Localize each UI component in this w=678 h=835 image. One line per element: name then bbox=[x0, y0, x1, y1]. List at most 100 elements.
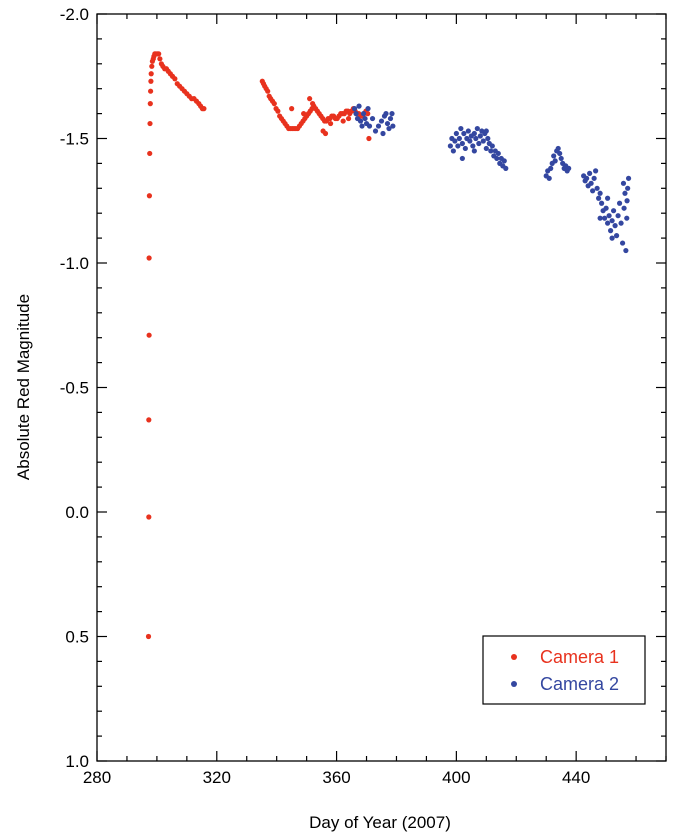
data-point bbox=[625, 185, 631, 191]
data-point bbox=[146, 255, 152, 261]
data-point bbox=[390, 123, 396, 129]
data-point bbox=[145, 633, 152, 640]
data-point bbox=[362, 115, 368, 122]
data-point bbox=[619, 240, 626, 246]
legend: Camera 1 Camera 2 bbox=[482, 635, 646, 705]
data-point bbox=[360, 111, 367, 117]
data-point bbox=[503, 165, 509, 171]
data-point bbox=[594, 185, 600, 191]
data-point bbox=[356, 103, 362, 109]
x-tick-label: 320 bbox=[203, 768, 231, 787]
data-point bbox=[387, 115, 394, 122]
data-point bbox=[147, 120, 153, 127]
y-tick-label: 0.5 bbox=[65, 628, 89, 647]
x-tick-label: 280 bbox=[83, 768, 111, 787]
data-point bbox=[471, 130, 477, 137]
data-point bbox=[610, 208, 617, 214]
data-point bbox=[351, 106, 358, 112]
data-point bbox=[622, 190, 628, 196]
data-point bbox=[147, 101, 153, 107]
data-point bbox=[450, 148, 456, 154]
y-axis: -2.0 -1.5 -1.0 -0.5 0.0 0.5 1.0 bbox=[60, 5, 666, 771]
data-point bbox=[148, 78, 154, 84]
data-point bbox=[494, 155, 500, 162]
data-points bbox=[145, 51, 632, 640]
data-point bbox=[501, 158, 507, 164]
data-point bbox=[591, 175, 597, 181]
data-point bbox=[366, 135, 372, 142]
data-point bbox=[566, 165, 572, 171]
data-point bbox=[462, 145, 468, 152]
data-point bbox=[606, 213, 612, 219]
data-point bbox=[603, 205, 609, 211]
data-point bbox=[455, 143, 461, 149]
data-point bbox=[597, 215, 603, 221]
data-point bbox=[588, 180, 594, 186]
data-point bbox=[483, 145, 489, 152]
data-point bbox=[452, 138, 458, 144]
data-point bbox=[365, 111, 371, 117]
data-point bbox=[172, 76, 178, 82]
data-point bbox=[461, 130, 467, 137]
data-point bbox=[148, 88, 154, 94]
data-point bbox=[485, 135, 491, 142]
data-point bbox=[480, 138, 486, 144]
data-point bbox=[489, 143, 495, 149]
data-point bbox=[447, 143, 453, 149]
data-point bbox=[621, 205, 627, 211]
data-point bbox=[148, 71, 154, 77]
data-point bbox=[495, 150, 501, 157]
y-tick-label: -1.0 bbox=[60, 254, 89, 273]
data-point bbox=[477, 133, 483, 139]
data-point bbox=[353, 111, 359, 117]
legend-marker-camera-2 bbox=[511, 681, 517, 687]
data-point bbox=[465, 128, 471, 134]
data-point bbox=[470, 143, 476, 149]
series-1 bbox=[145, 51, 372, 640]
data-point bbox=[271, 101, 277, 107]
series-2 bbox=[351, 103, 632, 254]
x-axis: 280 320 360 400 440 bbox=[83, 14, 667, 787]
data-point bbox=[357, 118, 364, 124]
data-point bbox=[597, 190, 603, 196]
data-point bbox=[618, 220, 624, 226]
y-tick-label: 1.0 bbox=[65, 752, 89, 771]
x-axis-label: Day of Year (2007) bbox=[309, 813, 451, 832]
data-point bbox=[265, 88, 271, 94]
data-point bbox=[593, 168, 599, 174]
data-point bbox=[310, 101, 316, 107]
data-point bbox=[156, 51, 162, 57]
data-point bbox=[359, 123, 365, 129]
data-point bbox=[146, 417, 152, 423]
data-point bbox=[555, 145, 561, 152]
data-point bbox=[558, 155, 564, 162]
data-point bbox=[275, 108, 281, 114]
data-point bbox=[616, 200, 623, 206]
y-tick-label: 0.0 bbox=[65, 503, 89, 522]
legend-box bbox=[482, 635, 646, 705]
data-point bbox=[459, 155, 465, 162]
data-point bbox=[625, 175, 632, 181]
legend-marker-camera-1 bbox=[511, 654, 517, 660]
data-point bbox=[456, 135, 462, 142]
data-point bbox=[146, 332, 152, 338]
data-point bbox=[146, 193, 153, 199]
data-point bbox=[612, 223, 618, 229]
data-point bbox=[609, 218, 615, 224]
y-axis-label: Absolute Red Magnitude bbox=[14, 294, 33, 480]
data-point bbox=[201, 106, 207, 112]
data-point bbox=[375, 123, 382, 129]
data-point bbox=[624, 198, 630, 204]
data-point bbox=[289, 106, 295, 112]
data-point bbox=[372, 128, 379, 134]
data-point bbox=[340, 118, 346, 124]
data-point bbox=[483, 128, 489, 134]
data-point bbox=[380, 130, 386, 137]
data-point bbox=[386, 125, 392, 132]
data-point bbox=[322, 130, 329, 137]
data-point bbox=[615, 213, 621, 219]
data-point bbox=[459, 140, 465, 147]
data-point bbox=[587, 170, 593, 176]
data-point bbox=[608, 228, 614, 234]
